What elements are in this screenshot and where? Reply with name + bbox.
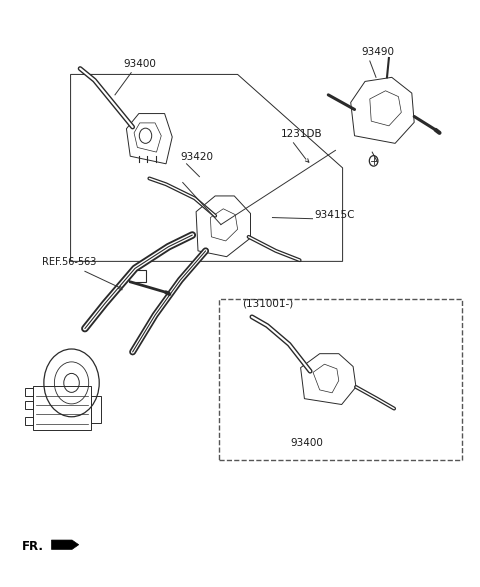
Text: 1231DB: 1231DB <box>281 129 322 139</box>
Text: 93420: 93420 <box>180 152 213 162</box>
Polygon shape <box>51 540 79 549</box>
Text: 93400: 93400 <box>123 59 156 69</box>
Text: (131001-): (131001-) <box>242 298 294 308</box>
Text: REF.56-563: REF.56-563 <box>42 257 96 267</box>
Text: FR.: FR. <box>22 541 43 554</box>
Text: 93415C: 93415C <box>314 211 354 221</box>
Text: 93490: 93490 <box>362 47 395 57</box>
Text: 93400: 93400 <box>290 438 323 448</box>
